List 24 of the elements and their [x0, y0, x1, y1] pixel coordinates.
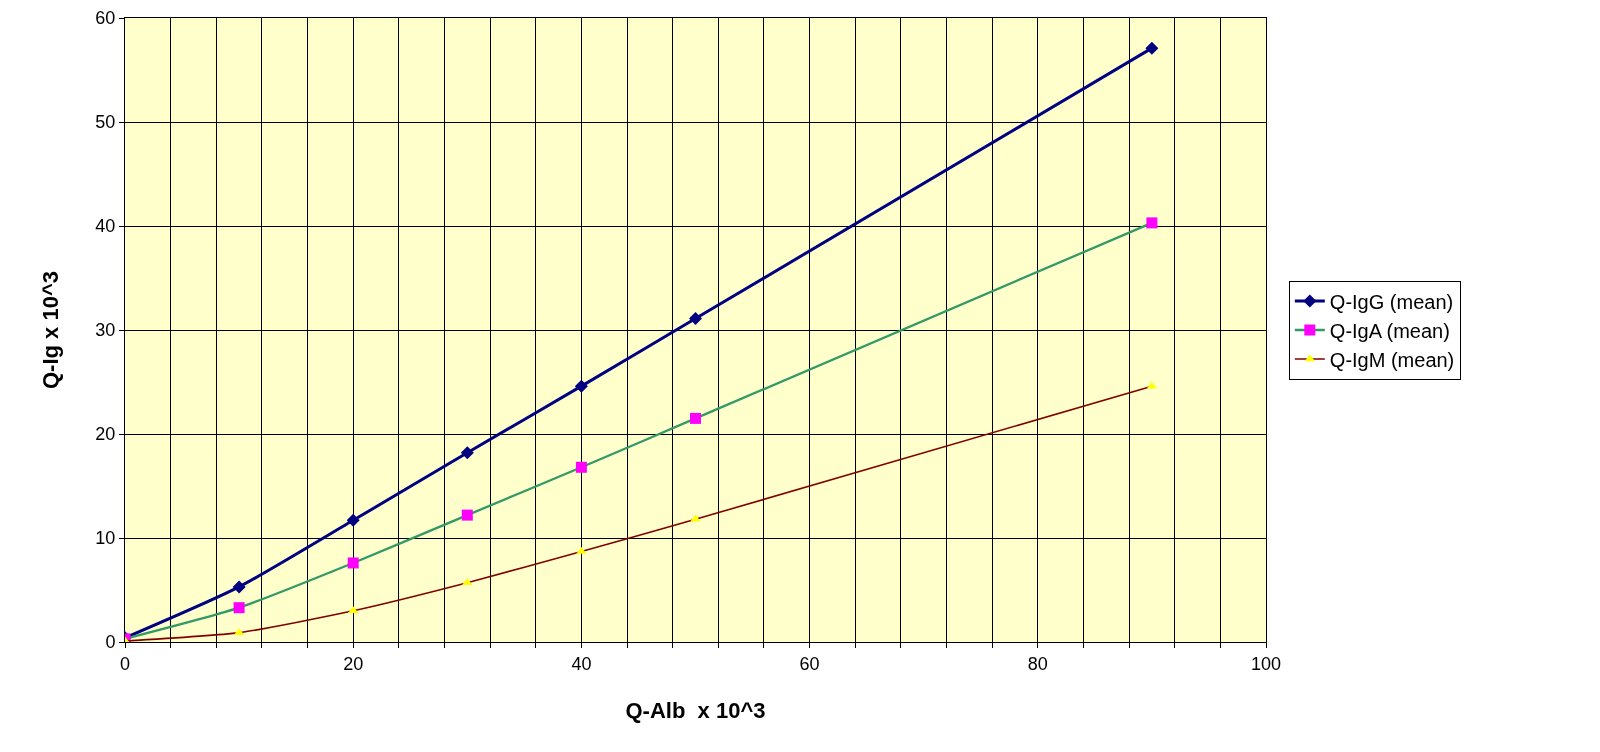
point [574, 379, 588, 393]
y-tick-label: 60 [95, 8, 116, 29]
x-tick-label: 20 [343, 653, 364, 674]
legend-label: Q-IgM (mean) [1329, 348, 1455, 371]
legend-label: Q-IgG (mean) [1329, 290, 1454, 313]
x-axis-title: Q-Alb x 10^3 [625, 698, 766, 724]
legend-label: Q-IgA (mean) [1329, 319, 1450, 342]
x-tick-label: 40 [571, 653, 592, 674]
y-tick-label: 40 [95, 216, 116, 237]
x-tick-label: 60 [799, 653, 820, 674]
x-tick-label: 100 [1250, 653, 1282, 674]
y-tick-label: 30 [95, 320, 116, 341]
point [1145, 41, 1159, 55]
y-tick-label: 20 [95, 424, 116, 445]
y-tick-label: 0 [105, 632, 116, 653]
point [232, 580, 246, 594]
x-tick-label: 80 [1027, 653, 1048, 674]
x-tick-label: 0 [119, 653, 131, 674]
point [689, 312, 702, 326]
y-tick-label: 10 [95, 528, 116, 549]
y-tick-label: 50 [95, 112, 116, 133]
y-axis-title: Q-Ig x 10^3 [38, 270, 64, 390]
point [460, 446, 474, 460]
point [346, 513, 360, 527]
